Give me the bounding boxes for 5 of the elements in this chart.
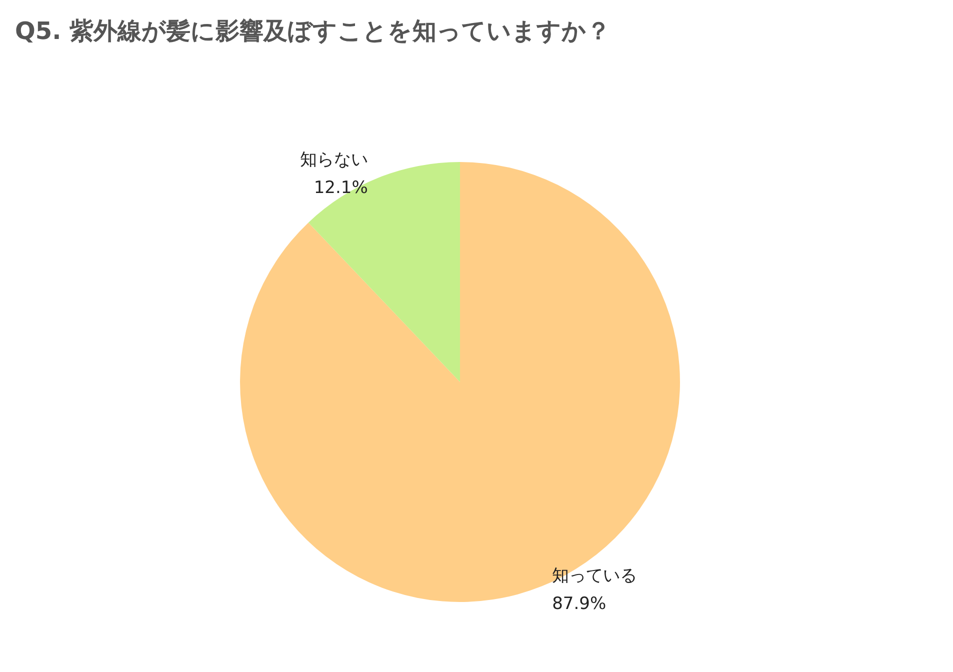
data-label: 87.9% [552,594,606,614]
chart-title: Q5. 紫外線が髪に影響及ぼすことを知っていますか？ [15,17,611,45]
slice-label: 知らない [300,150,368,170]
slice-label: 知っている [552,566,638,586]
data-label: 12.1% [314,178,368,198]
